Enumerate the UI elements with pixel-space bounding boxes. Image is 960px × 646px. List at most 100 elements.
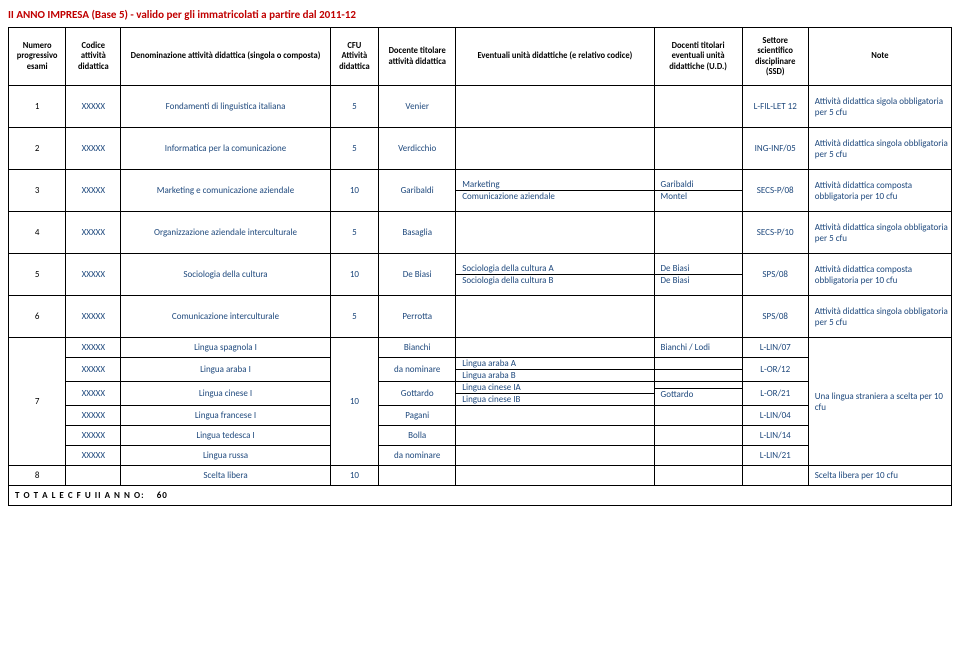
cell-note: Attività didattica composta obbligatoria… (808, 254, 951, 296)
cell-dud: Bianchi / Lodi (654, 338, 742, 358)
cell-ud (456, 466, 654, 486)
cell-num: 5 (9, 254, 66, 296)
cell-ssd: SPS/08 (742, 296, 808, 338)
cell-num: 1 (9, 86, 66, 128)
cell-name: Lingua francese I (121, 406, 330, 426)
cell-ud: Lingua cinese IA Lingua cinese IB (456, 382, 654, 406)
col-note: Note (808, 28, 951, 86)
cell-ud (456, 338, 654, 358)
table-row: 6 XXXXX Comunicazione interculturale 5 P… (9, 296, 952, 338)
cell-dud (654, 86, 742, 128)
cell-code: XXXXX (66, 212, 121, 254)
dud2: Gottardo (655, 388, 742, 400)
cell-dud (654, 128, 742, 170)
cell-dud: Garibaldi Montel (654, 170, 742, 212)
cell-cfu: 5 (330, 128, 378, 170)
cell-dud (654, 466, 742, 486)
cell-code: XXXXX (66, 338, 121, 358)
cell-name: Scelta libera (121, 466, 330, 486)
cell-doc: De Biasi (379, 254, 456, 296)
cell-name: Sociologia della cultura (121, 254, 330, 296)
cell-ssd: SECS-P/10 (742, 212, 808, 254)
cell-num: 4 (9, 212, 66, 254)
footer-empty (330, 486, 951, 506)
cell-ud: Sociologia della cultura A Sociologia de… (456, 254, 654, 296)
cell-num: 2 (9, 128, 66, 170)
cell-ssd: L-OR/21 (742, 382, 808, 406)
col-ud: Eventuali unità didattiche (e relativo c… (456, 28, 654, 86)
cell-doc: Basaglia (379, 212, 456, 254)
cell-name: Lingua cinese I (121, 382, 330, 406)
cell-name: Fondamenti di linguistica italiana (121, 86, 330, 128)
cell-doc: da nominare (379, 446, 456, 466)
cell-ssd: L-LIN/14 (742, 426, 808, 446)
cell-ssd: ING-INF/05 (742, 128, 808, 170)
cell-code: XXXXX (66, 128, 121, 170)
ud1: Marketing (456, 179, 653, 190)
table-row: 1 XXXXX Fondamenti di linguistica italia… (9, 86, 952, 128)
cell-cfu: 10 (330, 170, 378, 212)
cell-doc: Gottardo (379, 382, 456, 406)
footer-label: T O T A L E C F U II A N N O: 60 (9, 486, 331, 506)
page-title: II ANNO IMPRESA (Base 5) - valido per gl… (8, 8, 952, 21)
dud2: De Biasi (655, 274, 742, 286)
cell-ud (456, 86, 654, 128)
cell-num: 3 (9, 170, 66, 212)
cell-num: 6 (9, 296, 66, 338)
cell-dud: De Biasi De Biasi (654, 254, 742, 296)
cell-ssd: L-OR/12 (742, 358, 808, 382)
cell-name: Informatica per la comunicazione (121, 128, 330, 170)
cell-code: XXXXX (66, 406, 121, 426)
table-row: 4 XXXXX Organizzazione aziendale intercu… (9, 212, 952, 254)
cell-doc: Bolla (379, 426, 456, 446)
cell-note: Attività didattica singola obbligatoria … (808, 212, 951, 254)
ud2: Lingua cinese IB (456, 393, 653, 405)
curriculum-table: Numero progressivo esami Codice attività… (8, 27, 952, 506)
cell-doc: Verdicchio (379, 128, 456, 170)
cell-cfu: 5 (330, 86, 378, 128)
dud2: Montel (655, 190, 742, 202)
cell-dud (654, 446, 742, 466)
cell-doc: Pagani (379, 406, 456, 426)
cell-name: Lingua spagnola I (121, 338, 330, 358)
col-code: Codice attività didattica (66, 28, 121, 86)
ud2: Lingua araba B (456, 369, 653, 381)
table-row: 2 XXXXX Informatica per la comunicazione… (9, 128, 952, 170)
ud1: Lingua araba A (456, 358, 653, 369)
cell-name: Comunicazione interculturale (121, 296, 330, 338)
cell-note: Una lingua straniera a scelta per 10 cfu (808, 338, 951, 466)
cell-note: Attività didattica singola obbligatoria … (808, 296, 951, 338)
cell-code: XXXXX (66, 446, 121, 466)
cell-ud (456, 406, 654, 426)
cell-ssd (742, 466, 808, 486)
cell-dud (654, 212, 742, 254)
col-ssd: Settore scientifico disciplinare (SSD) (742, 28, 808, 86)
cell-code: XXXXX (66, 86, 121, 128)
ud1: Sociologia della cultura A (456, 263, 653, 274)
cell-doc: Bianchi (379, 338, 456, 358)
cell-name: Organizzazione aziendale interculturale (121, 212, 330, 254)
cell-dud (654, 358, 742, 382)
ud2: Sociologia della cultura B (456, 274, 653, 286)
cell-code (66, 466, 121, 486)
cell-ud (456, 128, 654, 170)
cell-doc: Perrotta (379, 296, 456, 338)
cell-ssd: SPS/08 (742, 254, 808, 296)
cell-cfu: 5 (330, 212, 378, 254)
table-row: 8 Scelta libera 10 Scelta libera per 10 … (9, 466, 952, 486)
col-name: Denominazione attività didattica (singol… (121, 28, 330, 86)
cell-name: Lingua russa (121, 446, 330, 466)
cell-note: Attività didattica composta obbligatoria… (808, 170, 951, 212)
table-row: 7 XXXXX Lingua spagnola I 10 Bianchi Bia… (9, 338, 952, 358)
cell-cfu: 10 (330, 466, 378, 486)
cell-ud (456, 212, 654, 254)
cell-code: XXXXX (66, 170, 121, 212)
cell-doc: Venier (379, 86, 456, 128)
cell-code: XXXXX (66, 382, 121, 406)
cell-ssd: L-LIN/07 (742, 338, 808, 358)
cell-name: Marketing e comunicazione aziendale (121, 170, 330, 212)
cell-ssd: L-LIN/21 (742, 446, 808, 466)
footer-value: 60 (157, 490, 168, 501)
cell-dud (654, 406, 742, 426)
ud1: Lingua cinese IA (456, 382, 653, 393)
